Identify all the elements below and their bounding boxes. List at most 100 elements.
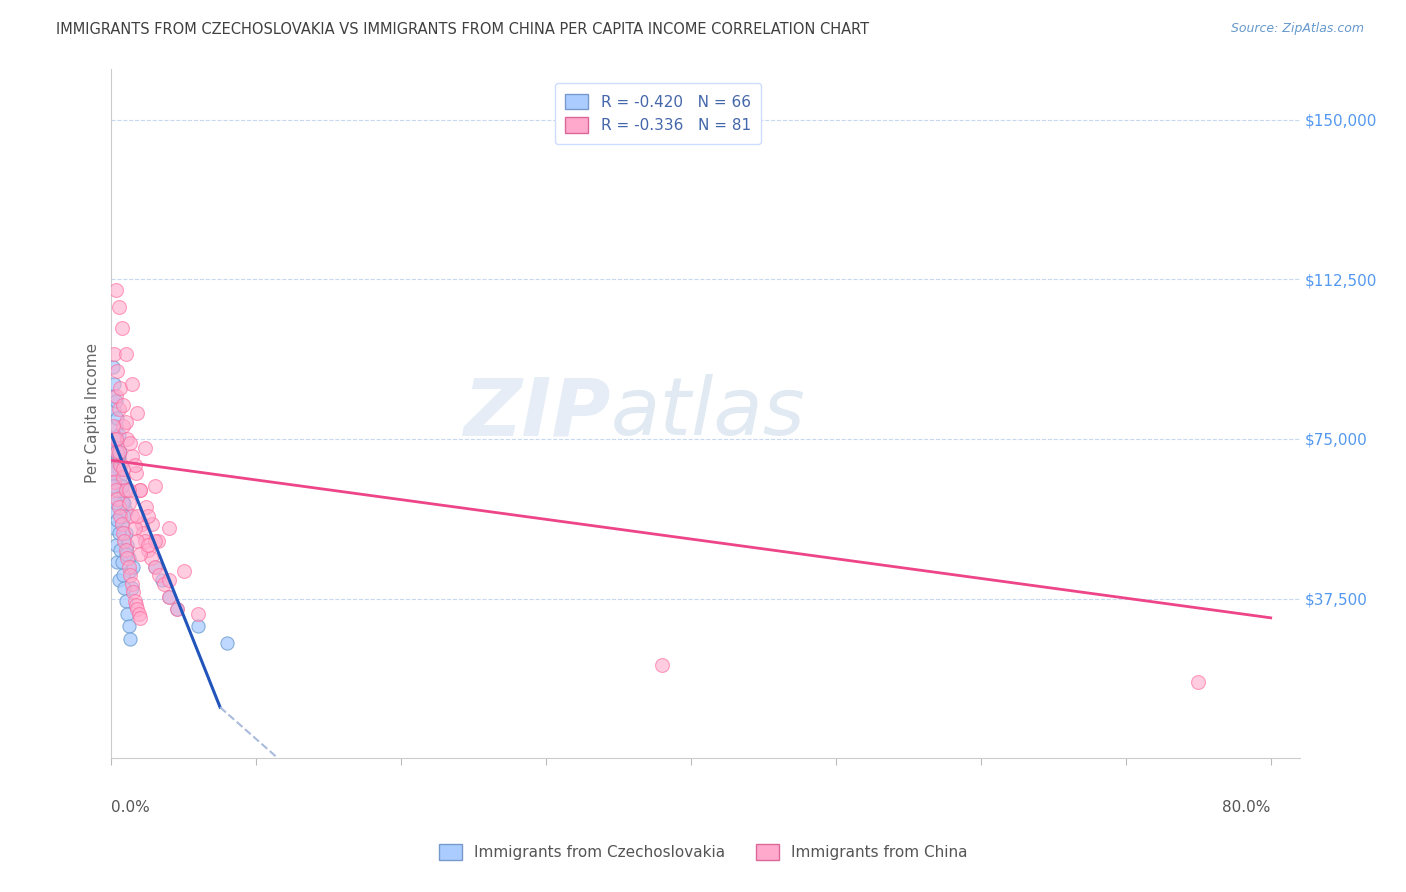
Point (114, 581, 136, 595)
Point (166, 602, 188, 616)
Point (157, 521, 180, 535)
Point (118, 496, 141, 510)
Point (105, 364, 128, 378)
Point (111, 470, 134, 484)
Point (141, 517, 163, 532)
Point (103, 432, 125, 446)
Point (107, 525, 129, 540)
Point (115, 542, 138, 557)
Point (120, 632, 142, 647)
Point (127, 602, 149, 616)
Point (103, 441, 125, 455)
Point (115, 547, 138, 561)
Point (107, 449, 129, 463)
Point (107, 500, 129, 515)
Point (108, 542, 131, 557)
Point (187, 607, 209, 621)
Point (139, 551, 162, 566)
Point (115, 594, 138, 608)
Point (101, 432, 124, 446)
Point (651, 657, 673, 672)
Point (110, 321, 132, 335)
Point (127, 508, 149, 523)
Point (150, 573, 173, 587)
Point (118, 619, 141, 633)
Point (143, 479, 166, 493)
Point (101, 419, 124, 434)
Point (105, 483, 128, 497)
Point (103, 475, 125, 489)
Text: Source: ZipAtlas.com: Source: ZipAtlas.com (1230, 22, 1364, 36)
Point (117, 551, 139, 566)
Point (107, 462, 129, 476)
Point (124, 458, 146, 472)
Point (122, 559, 145, 574)
Point (108, 470, 131, 484)
Point (110, 479, 132, 493)
Point (101, 466, 124, 480)
Point (107, 444, 129, 458)
Legend: Immigrants from Czechoslovakia, Immigrants from China: Immigrants from Czechoslovakia, Immigran… (433, 838, 973, 866)
Point (1187, 674, 1209, 689)
Point (108, 462, 131, 476)
Point (129, 611, 152, 625)
Point (105, 444, 128, 458)
Point (108, 381, 131, 395)
Point (107, 427, 129, 442)
Point (118, 551, 141, 566)
Point (121, 449, 143, 463)
Point (104, 419, 127, 434)
Point (105, 513, 128, 527)
Point (104, 538, 127, 552)
Point (111, 419, 134, 434)
Point (143, 534, 166, 549)
Point (108, 508, 131, 523)
Point (157, 573, 180, 587)
Point (104, 432, 127, 446)
Point (107, 402, 129, 417)
Point (134, 534, 156, 549)
Point (105, 491, 128, 506)
Point (105, 453, 128, 467)
Point (136, 538, 159, 552)
Point (110, 479, 132, 493)
Point (121, 508, 143, 523)
Point (121, 576, 143, 591)
Point (143, 559, 166, 574)
Point (143, 559, 166, 574)
Point (120, 436, 142, 450)
Point (104, 483, 127, 497)
Point (108, 458, 131, 472)
Y-axis label: Per Capita Income: Per Capita Income (86, 343, 100, 483)
Point (117, 432, 139, 446)
Point (146, 534, 169, 549)
Text: ZIP: ZIP (463, 375, 610, 452)
Point (120, 564, 142, 578)
Point (115, 415, 138, 429)
Point (101, 453, 124, 467)
Point (115, 347, 138, 361)
Point (152, 576, 174, 591)
Point (103, 376, 125, 391)
Point (157, 590, 180, 604)
Point (148, 568, 170, 582)
Point (136, 508, 159, 523)
Point (114, 508, 136, 523)
Point (118, 559, 141, 574)
Point (115, 542, 138, 557)
Point (103, 347, 125, 361)
Point (101, 504, 124, 518)
Point (104, 283, 127, 297)
Point (108, 508, 131, 523)
Point (129, 483, 152, 497)
Point (129, 483, 152, 497)
Point (101, 389, 124, 403)
Point (114, 534, 136, 549)
Point (110, 556, 132, 570)
Point (115, 504, 138, 518)
Point (132, 525, 155, 540)
Point (107, 496, 129, 510)
Point (117, 538, 139, 552)
Point (101, 359, 124, 374)
Point (114, 534, 136, 549)
